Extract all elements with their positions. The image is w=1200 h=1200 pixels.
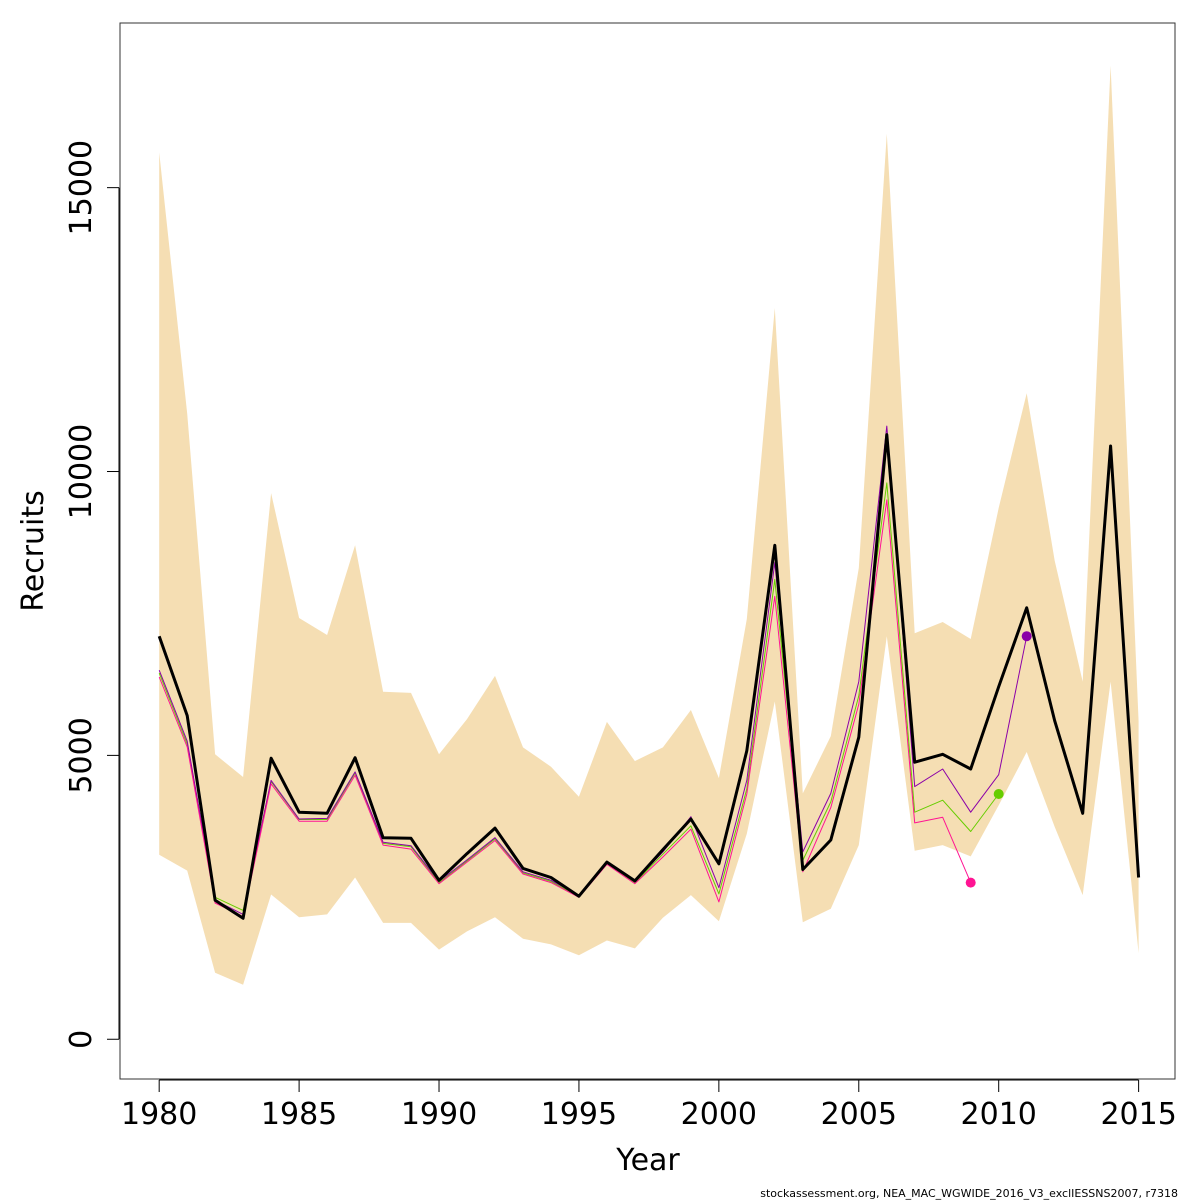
terminal-point-retro_2011 <box>1021 631 1032 642</box>
confidence-band <box>159 65 1139 985</box>
x-tick-label: 1980 <box>121 1097 197 1132</box>
plot-frame <box>119 22 1176 1080</box>
x-tick-label: 2000 <box>681 1097 757 1132</box>
x-tick-label: 1990 <box>401 1097 477 1132</box>
x-tick-label: 2005 <box>821 1097 897 1132</box>
terminal-point-retro_2009 <box>965 877 976 888</box>
x-axis-title: Year <box>615 1143 680 1178</box>
footer-note: stockassessment.org, NEA_MAC_WGWIDE_2016… <box>760 1187 1178 1200</box>
series-layer <box>157 425 1141 920</box>
x-tick-label: 2010 <box>961 1097 1037 1132</box>
x-tick-label: 1985 <box>261 1097 337 1132</box>
series-line-retro_2009 <box>158 499 972 918</box>
terminal-point-retro_2010 <box>993 789 1004 799</box>
y-axis-title: Recruits <box>16 490 51 612</box>
y-axis: 0 5000 10000 15000 <box>64 140 120 1049</box>
y-tick-label: 15000 <box>64 140 99 235</box>
series-line-main <box>157 433 1141 920</box>
x-axis: 1980 1985 1990 1995 2000 2005 2010 2015 <box>121 1079 1177 1132</box>
y-tick-label: 0 <box>64 1030 99 1049</box>
y-tick-label: 10000 <box>64 424 99 519</box>
y-tick-label: 5000 <box>64 717 99 793</box>
terminal-points <box>965 631 1032 888</box>
x-tick-label: 1995 <box>541 1097 617 1132</box>
x-tick-label: 2015 <box>1100 1097 1176 1132</box>
